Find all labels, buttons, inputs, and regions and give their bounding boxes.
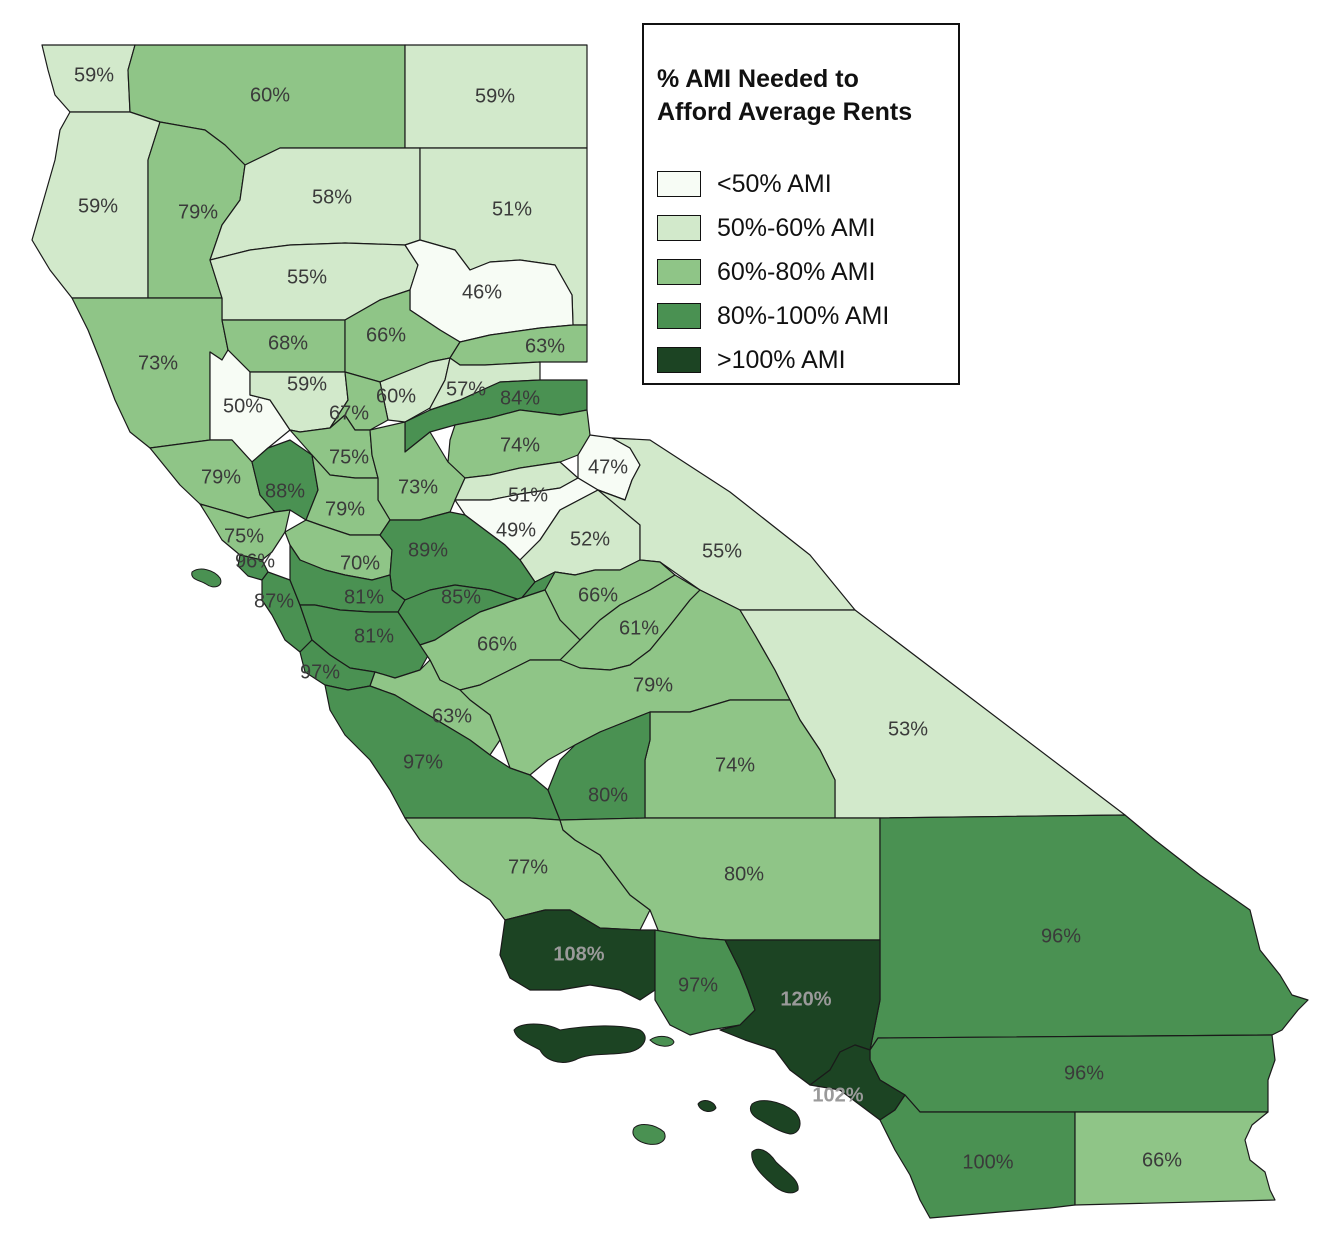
legend-item-60-80: 60%-80% AMI: [657, 257, 875, 287]
legend-item-label: >100% AMI: [717, 345, 846, 374]
legend-title: % AMI Needed to Afford Average Rents: [657, 63, 957, 129]
legend-item-label: 60%-80% AMI: [717, 257, 876, 286]
county-label-san-joaquin: 89%: [408, 539, 448, 561]
legend-item-label: <50% AMI: [717, 169, 832, 198]
county-label-nevada: 57%: [446, 378, 486, 400]
county-label-kern: 80%: [724, 863, 764, 885]
channel-island: [749, 1100, 801, 1135]
county-label-placer: 84%: [500, 387, 540, 409]
county-label-alpine: 47%: [588, 456, 628, 478]
legend-swatch: [657, 171, 701, 197]
county-label-el-dorado: 74%: [500, 434, 540, 456]
legend-swatch: [657, 259, 701, 285]
county-label-riverside: 96%: [1064, 1062, 1104, 1084]
county-label-imperial: 66%: [1142, 1149, 1182, 1171]
county-label-siskiyou: 60%: [250, 84, 290, 106]
county-label-lake: 50%: [223, 395, 263, 417]
county-label-tuolumne: 52%: [570, 528, 610, 550]
legend-item-80-100: 80%-100% AMI: [657, 301, 889, 331]
county-label-modoc: 59%: [475, 85, 515, 107]
county-label-san-francisco: 96%: [235, 550, 275, 572]
county-label-contra-costa: 70%: [340, 552, 380, 574]
county-santa-barbara: [499, 909, 656, 1001]
legend-item-50-60: 50%-60% AMI: [657, 213, 875, 243]
county-label-yuba: 60%: [376, 385, 416, 407]
county-label-mendocino: 73%: [138, 352, 178, 374]
county-label-monterey: 97%: [403, 751, 443, 773]
county-label-san-luis-obispo: 77%: [508, 856, 548, 878]
channel-island: [632, 1124, 666, 1145]
county-label-yolo: 75%: [329, 446, 369, 468]
county-label-san-bernardino: 96%: [1041, 925, 1081, 947]
channel-island: [649, 1035, 675, 1047]
county-label-santa-cruz: 97%: [300, 661, 340, 683]
channel-islands: [191, 568, 801, 1194]
county-imperial: [1074, 1111, 1276, 1206]
legend-swatch: [657, 347, 701, 373]
county-label-sacramento: 73%: [398, 476, 438, 498]
channel-island: [513, 1023, 646, 1063]
county-label-santa-barbara: 108%: [553, 943, 604, 965]
county-marin: [199, 503, 291, 561]
county-label-sonoma: 79%: [201, 466, 241, 488]
legend-swatch: [657, 303, 701, 329]
county-san-bernardino: [869, 814, 1309, 1051]
county-label-sierra: 63%: [525, 335, 565, 357]
legend-box: % AMI Needed to Afford Average Rents <50…: [642, 23, 960, 385]
county-label-merced: 66%: [477, 633, 517, 655]
county-label-san-benito: 63%: [432, 705, 472, 727]
legend-item-label: 50%-60% AMI: [717, 213, 876, 242]
county-kings: [547, 711, 651, 821]
county-label-shasta: 58%: [312, 186, 352, 208]
county-label-ventura: 97%: [678, 974, 718, 996]
county-label-mariposa: 66%: [578, 584, 618, 606]
county-label-fresno: 79%: [633, 674, 673, 696]
county-label-del-norte: 59%: [74, 64, 114, 86]
county-label-solano: 79%: [325, 498, 365, 520]
legend-swatch: [657, 215, 701, 241]
county-label-inyo: 53%: [888, 718, 928, 740]
county-label-plumas: 46%: [462, 281, 502, 303]
county-label-orange: 102%: [812, 1084, 863, 1106]
county-label-butte: 66%: [366, 324, 406, 346]
legend-title-line-2: Afford Average Rents: [657, 98, 913, 126]
county-label-santa-clara: 81%: [354, 625, 394, 647]
county-label-calaveras: 49%: [496, 519, 536, 541]
county-label-stanislaus: 85%: [441, 586, 481, 608]
county-label-colusa: 59%: [287, 373, 327, 395]
county-san-diego: [879, 1094, 1076, 1219]
counties-layer: [31, 44, 1309, 1219]
county-label-napa: 88%: [265, 480, 305, 502]
legend-item-label: 80%-100% AMI: [717, 301, 890, 330]
county-label-humboldt: 59%: [78, 195, 118, 217]
county-label-alameda: 81%: [344, 586, 384, 608]
channel-island: [751, 1148, 799, 1194]
county-label-san-mateo: 87%: [254, 590, 294, 612]
county-label-lassen: 51%: [492, 198, 532, 220]
legend-item-under-50: <50% AMI: [657, 169, 832, 199]
county-label-marin: 75%: [224, 525, 264, 547]
county-label-madera: 61%: [619, 617, 659, 639]
county-label-amador: 51%: [508, 484, 548, 506]
county-label-trinity: 79%: [178, 201, 218, 223]
county-los-angeles: [719, 939, 881, 1086]
county-labels: 59% 60% 59% 59% 79% 58% 51% 55% 46% 73% 68% 66% 63% 5…: [74, 64, 1182, 1173]
county-label-sutter: 67%: [329, 402, 369, 424]
county-label-tulare: 74%: [715, 754, 755, 776]
channel-island: [697, 1100, 717, 1112]
county-label-glenn: 68%: [268, 332, 308, 354]
county-label-san-diego: 100%: [962, 1151, 1013, 1173]
county-label-kings: 80%: [588, 784, 628, 806]
county-label-mono: 55%: [702, 540, 742, 562]
county-label-tehama: 55%: [287, 266, 327, 288]
legend-title-line-1: % AMI Needed to: [657, 65, 859, 93]
county-monterey: [324, 684, 561, 821]
county-label-los-angeles: 120%: [780, 988, 831, 1010]
legend-item-over-100: >100% AMI: [657, 345, 846, 375]
channel-island: [191, 568, 222, 588]
